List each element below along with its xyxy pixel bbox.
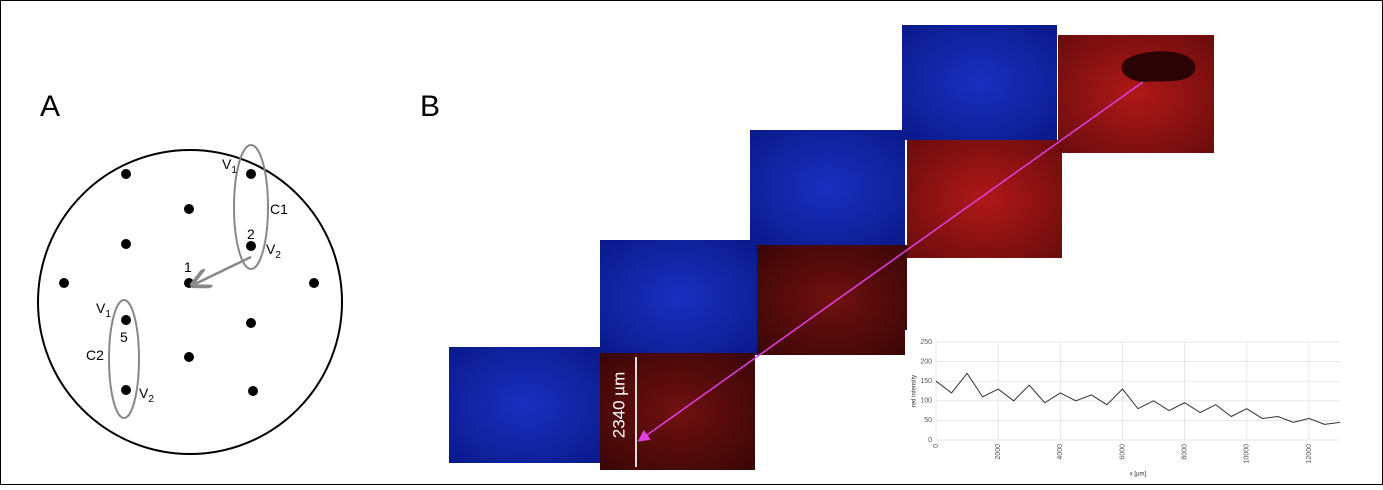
x-tick-label: 8000 (1181, 444, 1188, 460)
panel-label: A (40, 90, 60, 123)
label-subscript: 1 (105, 309, 111, 320)
scale-label: 2340 µm (609, 372, 628, 439)
figure: A V1C12V21V15C2V2 B 2340 µm 050100150200… (0, 0, 1383, 485)
y-tick-label: 0 (928, 437, 932, 444)
inset-background (905, 330, 1351, 480)
x-tick-label: 0 (933, 444, 940, 448)
label-text: C1 (270, 201, 288, 217)
x-tick-label: 4000 (1057, 444, 1064, 460)
point-label: C2 (86, 347, 104, 363)
y-tick-label: 100 (920, 398, 932, 405)
y-tick-label: 250 (920, 339, 932, 346)
label-text: 2 (247, 226, 255, 242)
well (38, 150, 342, 454)
label-text: 1 (184, 259, 192, 275)
y-axis-label: red intensity (912, 375, 918, 407)
y-tick-label: 200 (920, 358, 932, 365)
label-subscript: 2 (148, 394, 154, 405)
label-subscript: 1 (231, 165, 237, 176)
x-tick-label: 10000 (1244, 444, 1251, 464)
label-text: C2 (86, 347, 104, 363)
point-label: V1 (96, 300, 111, 320)
panel-label: B (420, 90, 440, 123)
point-label: V2 (139, 385, 154, 405)
label-text: 5 (120, 329, 128, 345)
y-tick-label: 150 (920, 378, 932, 385)
x-axis-label: x [µm] (1130, 472, 1147, 478)
point-label: 1 (184, 259, 192, 275)
x-tick-label: 12000 (1306, 444, 1313, 464)
x-tick-label: 6000 (1119, 444, 1126, 460)
y-tick-label: 50 (924, 417, 932, 424)
x-tick-label: 2000 (995, 444, 1002, 460)
point-label: 2 (247, 226, 255, 242)
point-label: V1 (222, 156, 237, 176)
label-subscript: 2 (275, 250, 281, 261)
arrow (195, 257, 251, 284)
point-label: 5 (120, 329, 128, 345)
point-label: V2 (266, 241, 281, 261)
point-label: C1 (270, 201, 288, 217)
